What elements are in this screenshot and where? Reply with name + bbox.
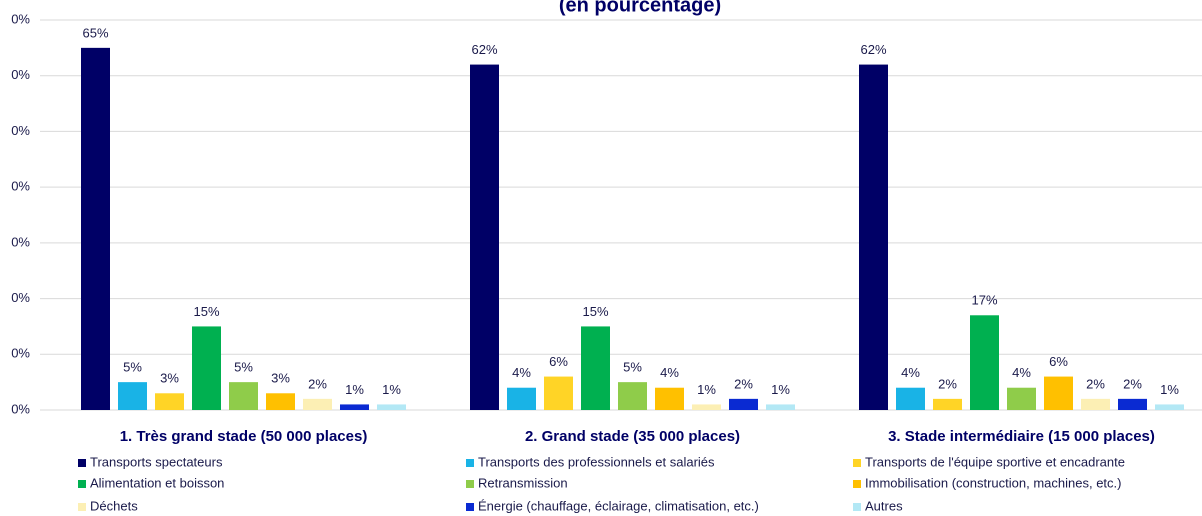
y-tick-label: 0% [11,234,30,249]
bar [377,404,406,410]
value-label: 1% [1160,382,1179,397]
legend-label: Retransmission [478,475,568,490]
legend-label: Transports de l'équipe sportive et encad… [865,454,1125,469]
legend-label: Transports spectateurs [90,454,223,469]
value-label: 6% [1049,354,1068,369]
bar [1044,376,1073,410]
value-label: 15% [193,304,219,319]
bar [655,387,684,410]
bar [118,382,147,410]
value-label: 1% [345,382,364,397]
bar [896,387,925,410]
y-tick-label: 0% [11,11,30,26]
x-tick-label: 3. Stade intermédiaire (15 000 places) [888,428,1155,445]
y-tick-label: 0% [11,346,30,361]
bar [729,398,758,410]
bar [544,376,573,410]
x-tick-label: 2. Grand stade (35 000 places) [525,428,740,445]
value-label: 5% [123,360,142,375]
value-label: 2% [308,376,327,391]
y-tick-label: 0% [11,123,30,138]
legend-label: Déchets [90,498,138,513]
bar [618,382,647,410]
bar [970,315,999,410]
value-label: 1% [697,382,716,397]
value-label: 3% [271,371,290,386]
bar [581,326,610,410]
value-label: 2% [1123,376,1142,391]
legend-label: Autres [865,498,903,513]
legend-swatch [78,503,86,511]
legend-swatch [78,459,86,467]
value-label: 62% [471,42,497,57]
legend-swatch [466,503,474,511]
bar [1118,398,1147,410]
legend-swatch [853,459,861,467]
bar [340,404,369,410]
legend-label: Énergie (chauffage, éclairage, climatisa… [478,498,759,513]
bar [933,398,962,410]
value-label: 2% [1086,376,1105,391]
value-label: 4% [901,365,920,380]
value-label: 4% [1012,365,1031,380]
bar [1007,387,1036,410]
bar [303,398,332,410]
value-label: 15% [582,304,608,319]
bar [229,382,258,410]
value-label: 1% [382,382,401,397]
value-label: 4% [512,365,531,380]
value-label: 2% [938,376,957,391]
legend-swatch [466,459,474,467]
legend-swatch [78,480,86,488]
bar [692,404,721,410]
legend-label: Immobilisation (construction, machines, … [865,475,1121,490]
value-label: 1% [771,382,790,397]
bar [1155,404,1184,410]
value-label: 17% [971,293,997,308]
bar [155,393,184,410]
bar [766,404,795,410]
bar [81,47,110,410]
x-tick-label: 1. Très grand stade (50 000 places) [120,428,368,445]
y-tick-label: 0% [11,67,30,82]
y-tick-label: 0% [11,179,30,194]
value-label: 65% [82,25,108,40]
value-label: 62% [860,42,886,57]
legend-swatch [853,503,861,511]
y-tick-label: 0% [11,290,30,305]
value-label: 4% [660,365,679,380]
bar [507,387,536,410]
value-label: 5% [623,360,642,375]
value-label: 2% [734,376,753,391]
legend-swatch [853,480,861,488]
legend-swatch [466,480,474,488]
bar [192,326,221,410]
value-label: 6% [549,354,568,369]
chart-subtitle: (en pourcentage) [559,0,721,16]
value-label: 3% [160,371,179,386]
y-tick-label: 0% [11,401,30,416]
legend-label: Transports des professionnels et salarié… [478,454,715,469]
bar [470,64,499,411]
bar [266,393,295,410]
legend-label: Alimentation et boisson [90,475,224,490]
value-label: 5% [234,360,253,375]
bar [859,64,888,411]
bar [1081,398,1110,410]
